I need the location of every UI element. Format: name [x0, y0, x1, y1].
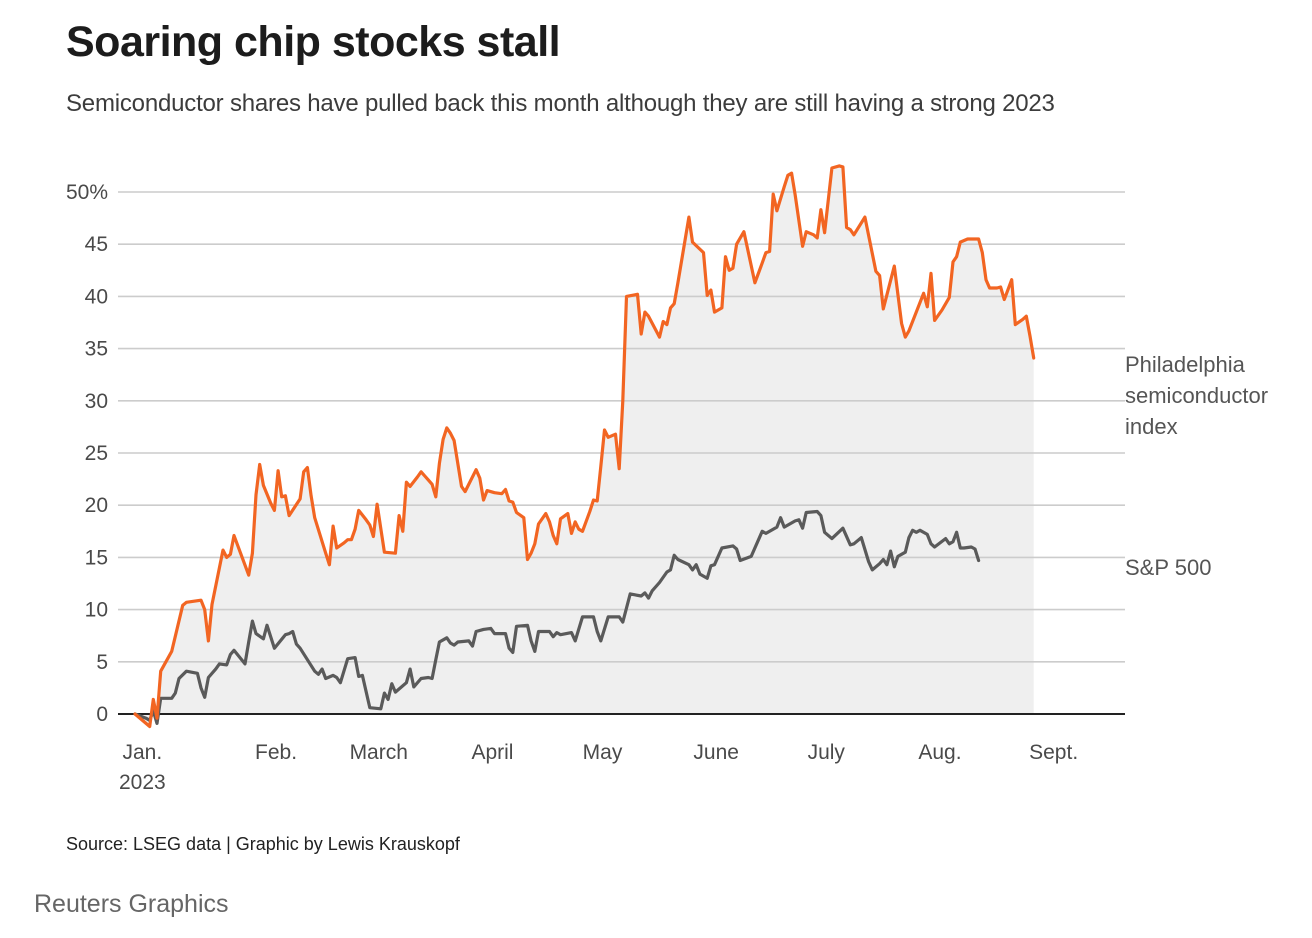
y-tick-label: 30	[85, 390, 108, 413]
x-tick-sublabel: 2023	[119, 771, 166, 794]
y-tick-label: 15	[85, 546, 108, 569]
x-tick-label: April	[471, 741, 513, 764]
x-tick-label: Feb.	[255, 741, 297, 764]
y-tick-label: 0	[96, 703, 108, 726]
y-tick-label: 5	[96, 651, 108, 674]
y-tick-label: 10	[85, 599, 108, 622]
series-lines	[133, 164, 1036, 729]
x-tick-label: Sept.	[1029, 741, 1078, 764]
area-fill	[135, 165, 1034, 727]
semis-series-label: semiconductor	[1125, 383, 1268, 408]
sp500-line	[133, 509, 981, 726]
semis-series-label: Philadelphia	[1125, 352, 1246, 377]
area-fill-shape	[135, 165, 1034, 727]
y-axis-ticks: 0 5 10 15 20 25 30 35 40 45 50%	[66, 181, 108, 726]
y-tick-label: 40	[85, 285, 108, 308]
semis-line	[133, 164, 1036, 729]
series-labels: Philadelphia semiconductor index S&P 500	[1125, 352, 1268, 580]
chart-subtitle: Semiconductor shares have pulled back th…	[66, 90, 1055, 117]
y-tick-label: 20	[85, 494, 108, 517]
y-tick-label: 25	[85, 442, 108, 465]
x-tick-label: March	[350, 741, 408, 764]
x-tick-label: Jan.	[122, 741, 162, 764]
y-tick-label: 45	[85, 233, 108, 256]
brand-credit: Reuters Graphics	[34, 890, 229, 918]
y-tick-label: 35	[85, 338, 108, 361]
y-tick-label: 50%	[66, 181, 108, 204]
chart-title: Soaring chip stocks stall	[66, 18, 561, 66]
semis-series-label: index	[1125, 414, 1178, 439]
x-tick-label: July	[808, 741, 846, 764]
source-note: Source: LSEG data | Graphic by Lewis Kra…	[66, 834, 460, 854]
x-tick-label: May	[583, 741, 623, 764]
x-axis-ticks: Jan. 2023 Feb. March April May June July Aug. Sep…	[119, 741, 1078, 794]
x-tick-label: June	[693, 741, 739, 764]
sp500-series-label: S&P 500	[1125, 555, 1211, 580]
x-tick-label: Aug.	[918, 741, 961, 764]
